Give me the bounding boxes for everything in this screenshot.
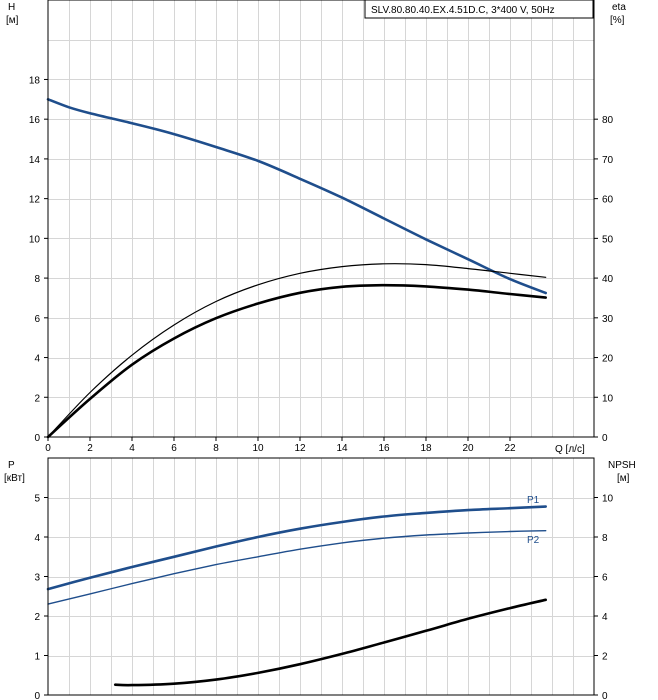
y2-tick-label: 30 (602, 314, 614, 325)
bottom-series-line-0 (46, 505, 547, 591)
y-tick-label: 4 (34, 354, 40, 365)
x-tick-label: 16 (378, 443, 390, 454)
x-axis-label: Q [л/с] (555, 444, 585, 455)
chart-title: SLV.80.80.40.EX.4.51D.C, 3*400 V, 50Hz (371, 5, 555, 16)
y2-tick-label: 8 (602, 533, 608, 544)
y-tick-label: 3 (34, 573, 40, 584)
title-box (364, 0, 594, 19)
top-panel-curves (46, 98, 547, 439)
x-tick-label: 8 (213, 443, 219, 454)
series-label-p1: P1 (527, 495, 540, 506)
top-panel-grid (48, 0, 594, 437)
x-tick-label: 20 (462, 443, 474, 454)
x-tick-label: 18 (420, 443, 432, 454)
y2-tick-label: 80 (602, 115, 614, 126)
y2-tick-label: 50 (602, 234, 614, 245)
y2-tick-label: 0 (602, 433, 608, 444)
y2-tick-label: 10 (602, 393, 614, 404)
y2-tick-label: 2 (602, 652, 608, 663)
bottom-left-axis-label-unit: [кВт] (4, 473, 25, 484)
top-left-axis-label-unit: [м] (6, 15, 19, 26)
top-right-axis-label-unit: [%] (610, 15, 625, 26)
y-tick-label: 6 (34, 314, 40, 325)
y-tick-label: 8 (34, 274, 40, 285)
y2-tick-label: 10 (602, 494, 614, 505)
top-panel-frame (47, 0, 595, 438)
bottom-left-axis-label-name: P (8, 460, 15, 471)
y-tick-label: 2 (34, 612, 40, 623)
y-tick-label: 14 (29, 155, 41, 166)
y-tick-label: 12 (29, 195, 41, 206)
x-tick-label: 14 (336, 443, 348, 454)
bottom-panel-grid (48, 458, 594, 695)
x-tick-label: 0 (45, 443, 51, 454)
y2-tick-label: 60 (602, 195, 614, 206)
y-tick-label: 4 (34, 533, 40, 544)
bottom-panel-ticks: 0 1 2 3 4 5 0 2 4 6 8 10 (34, 494, 613, 700)
x-tick-label: 22 (504, 443, 516, 454)
x-tick-label: 10 (252, 443, 264, 454)
top-left-axis-label-name: H (8, 2, 15, 13)
y-tick-label: 2 (34, 393, 40, 404)
y2-tick-label: 40 (602, 274, 614, 285)
y-tick-label: 5 (34, 494, 40, 505)
y-tick-label: 1 (34, 652, 40, 663)
y2-tick-label: 0 (602, 691, 608, 700)
y-tick-label: 16 (29, 115, 41, 126)
series-label-p2: P2 (527, 535, 540, 546)
y2-tick-label: 4 (602, 612, 608, 623)
y-tick-label: 0 (34, 691, 40, 700)
bottom-series-line-2 (113, 598, 547, 687)
top-right-axis-label-name: eta (612, 2, 626, 13)
top-panel-ticks: 0 2 4 6 8 10 12 14 16 18 0 10 20 30 40 50 60 70 80 0 2 4 6 8 10 1… (29, 75, 614, 454)
bottom-right-axis-label-unit: [м] (617, 473, 630, 484)
x-tick-label: 12 (294, 443, 306, 454)
bottom-right-axis-label-name: NPSH (608, 460, 636, 471)
y-tick-label: 10 (29, 234, 41, 245)
x-tick-label: 4 (129, 443, 135, 454)
top-series-line-2 (46, 283, 547, 439)
y2-tick-label: 70 (602, 155, 614, 166)
x-tick-label: 6 (171, 443, 177, 454)
top-series-line-1 (47, 263, 547, 438)
y2-tick-label: 20 (602, 354, 614, 365)
x-tick-label: 2 (87, 443, 93, 454)
bottom-series-line-1 (47, 530, 547, 605)
y2-tick-label: 6 (602, 573, 608, 584)
y-tick-label: 0 (34, 433, 40, 444)
y-tick-label: 18 (29, 75, 41, 86)
top-series-line-0 (46, 98, 547, 295)
bottom-panel-curves (46, 505, 547, 687)
